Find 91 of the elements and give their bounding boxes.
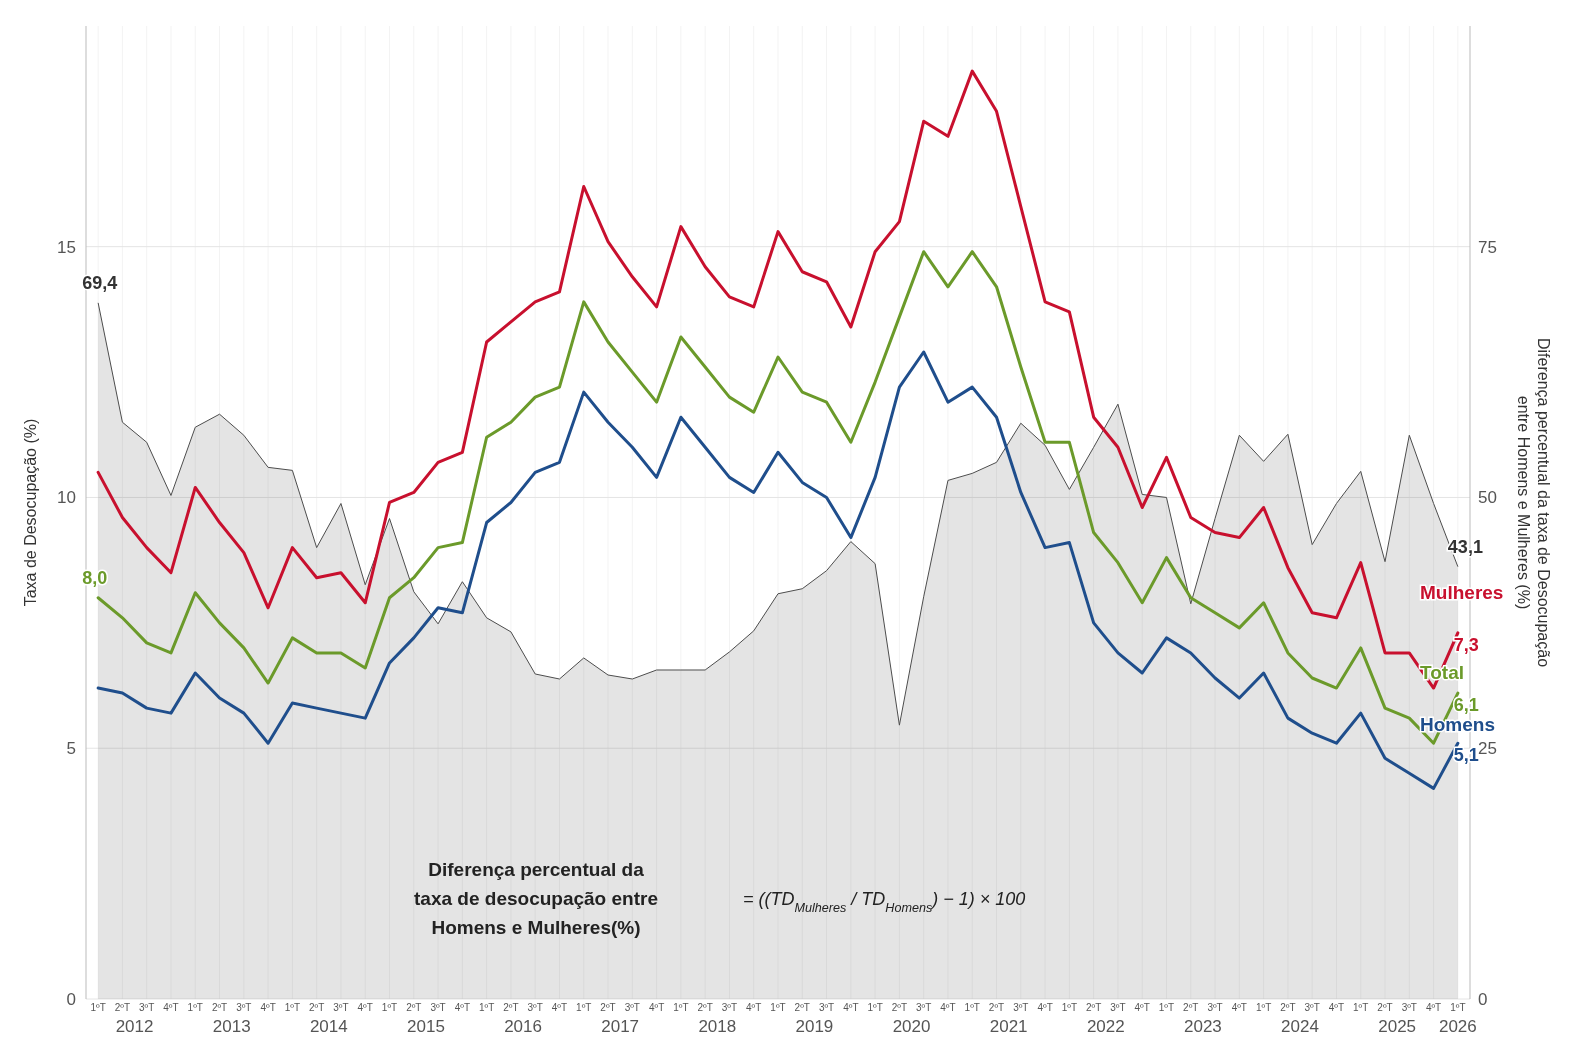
x-tick-label: 1ºT xyxy=(90,1002,106,1013)
x-tick-label: 1ºT xyxy=(964,1002,980,1013)
x-tick-label: 2ºT xyxy=(1085,1002,1102,1013)
x-tick-label: 3ºT xyxy=(721,1002,738,1013)
x-tick-label: 1ºT xyxy=(284,1002,301,1013)
x-tick-label: 1ºT xyxy=(1450,1002,1466,1013)
x-tick-label: 4ºT xyxy=(1328,1002,1345,1013)
text: Mulheres xyxy=(1420,581,1504,603)
x-tick-label: 2ºT xyxy=(600,1002,616,1013)
x-tick-label: 2ºT xyxy=(891,1002,908,1013)
y2-tick-label: 75 xyxy=(1478,237,1497,257)
text: 2016 xyxy=(504,1017,542,1036)
annotation: = ((TD$_{Mulheres}$ / TD$_{Homens}$) − 1) × 100 xyxy=(743,889,1026,915)
y2-axis-title: Diferença percentual da taxa de Desocupação entre Homens e Mulheres (%) xyxy=(1515,337,1552,668)
x-tick-label: 2ºT xyxy=(1183,1002,1199,1013)
text: 2020 xyxy=(892,1017,931,1036)
x-tick-label: 3ºT xyxy=(1110,1002,1126,1013)
x-tick-label: 1ºT xyxy=(673,1002,689,1013)
x-tick-label: 3ºT xyxy=(818,1002,835,1013)
text: 2018 xyxy=(698,1017,737,1036)
x-tick-label: 1ºT xyxy=(867,1002,883,1013)
text: 2026 xyxy=(1438,1017,1477,1036)
x-tick-label: 1ºT xyxy=(381,1002,398,1013)
x-tick-label: 4ºT xyxy=(357,1002,373,1013)
y2-tick-label: 50 xyxy=(1478,488,1497,508)
x-tick-label: 3ºT xyxy=(236,1002,252,1013)
y2-tick-label: 25 xyxy=(1478,739,1497,759)
text: 2022 xyxy=(1086,1017,1125,1036)
y-tick-label: 15 xyxy=(57,237,76,257)
y2-tick-label: 0 xyxy=(1478,989,1488,1009)
text: 2023 xyxy=(1184,1017,1222,1036)
x-tick-label: 1ºT xyxy=(187,1002,203,1013)
x-tick-label: 4ºT xyxy=(1425,1002,1442,1013)
text: 2012 xyxy=(115,1017,154,1036)
x-tick-label: 2ºT xyxy=(503,1002,519,1013)
text: 2024 xyxy=(1281,1017,1319,1036)
x-tick-label: 3ºT xyxy=(430,1002,446,1013)
x-tick-label: 4ºT xyxy=(940,1002,956,1013)
x-tick-label: 2ºT xyxy=(1377,1002,1393,1013)
x-tick-label: 2ºT xyxy=(697,1002,713,1013)
text: 2013 xyxy=(212,1017,251,1036)
y-tick-label: 5 xyxy=(66,739,76,759)
x-tick-label: 3ºT xyxy=(1013,1002,1029,1013)
x-tick-label: 4ºT xyxy=(1037,1002,1053,1013)
text: 2019 xyxy=(795,1017,834,1036)
x-tick-label: 3ºT xyxy=(333,1002,349,1013)
text: 2014 xyxy=(309,1017,348,1036)
x-tick-label: 1ºT xyxy=(1158,1002,1175,1013)
text: 2015 xyxy=(407,1017,445,1036)
x-tick-label: 3ºT xyxy=(1207,1002,1223,1013)
x-tick-label: 3ºT xyxy=(1304,1002,1320,1013)
data-label: 8,0 xyxy=(82,567,108,588)
x-tick-label: 4ºT xyxy=(163,1002,179,1013)
x-tick-label: 4ºT xyxy=(551,1002,568,1013)
x-tick-label: 4ºT xyxy=(843,1002,859,1013)
x-tick-label: 4ºT xyxy=(648,1002,665,1013)
x-tick-label: 3ºT xyxy=(916,1002,932,1013)
x-tick-label: 2ºT xyxy=(988,1002,1005,1013)
x-tick-label: 3ºT xyxy=(527,1002,543,1013)
x-tick-label: 2ºT xyxy=(406,1002,422,1013)
x-tick-label: 2ºT xyxy=(309,1002,325,1013)
data-label: 5,1 xyxy=(1453,745,1479,766)
x-tick-label: 4ºT xyxy=(1134,1002,1150,1013)
annotation: Diferença percentual da taxa de desocupação entre Homens e Mulheres(%) xyxy=(414,859,658,938)
y-axis-title: Taxa de Desocupação (%) xyxy=(22,418,39,607)
x-tick-label: 3ºT xyxy=(624,1002,640,1013)
x-tick-label: 4ºT xyxy=(746,1002,762,1013)
y-tick-label: 0 xyxy=(66,989,76,1009)
data-label: 69,4 xyxy=(82,272,118,293)
x-tick-label: 1ºT xyxy=(770,1002,786,1013)
text: 2017 xyxy=(601,1017,640,1036)
x-tick-label: 3ºT xyxy=(139,1002,155,1013)
data-label: 7,3 xyxy=(1453,634,1479,655)
x-tick-label: 2ºT xyxy=(1280,1002,1296,1013)
x-tick-label: 2ºT xyxy=(794,1002,810,1013)
x-tick-label: 3ºT xyxy=(1401,1002,1417,1013)
x-tick-label: 1ºT xyxy=(478,1002,495,1013)
x-tick-label: 1ºT xyxy=(1061,1002,1078,1013)
x-tick-label: 1ºT xyxy=(1353,1002,1369,1013)
text: 2021 xyxy=(989,1017,1028,1036)
x-tick-label: 4ºT xyxy=(260,1002,276,1013)
text: 2025 xyxy=(1378,1017,1417,1036)
data-label: 6,1 xyxy=(1453,695,1479,716)
x-tick-label: 1ºT xyxy=(1255,1002,1272,1013)
x-tick-label: 4ºT xyxy=(454,1002,471,1013)
x-tick-label: 2ºT xyxy=(114,1002,131,1013)
x-tick-label: 1ºT xyxy=(576,1002,592,1013)
y-tick-label: 10 xyxy=(57,488,76,508)
data-label: 43,1 xyxy=(1447,536,1483,557)
x-tick-label: 4ºT xyxy=(1231,1002,1247,1013)
x-tick-label: 2ºT xyxy=(211,1002,228,1013)
